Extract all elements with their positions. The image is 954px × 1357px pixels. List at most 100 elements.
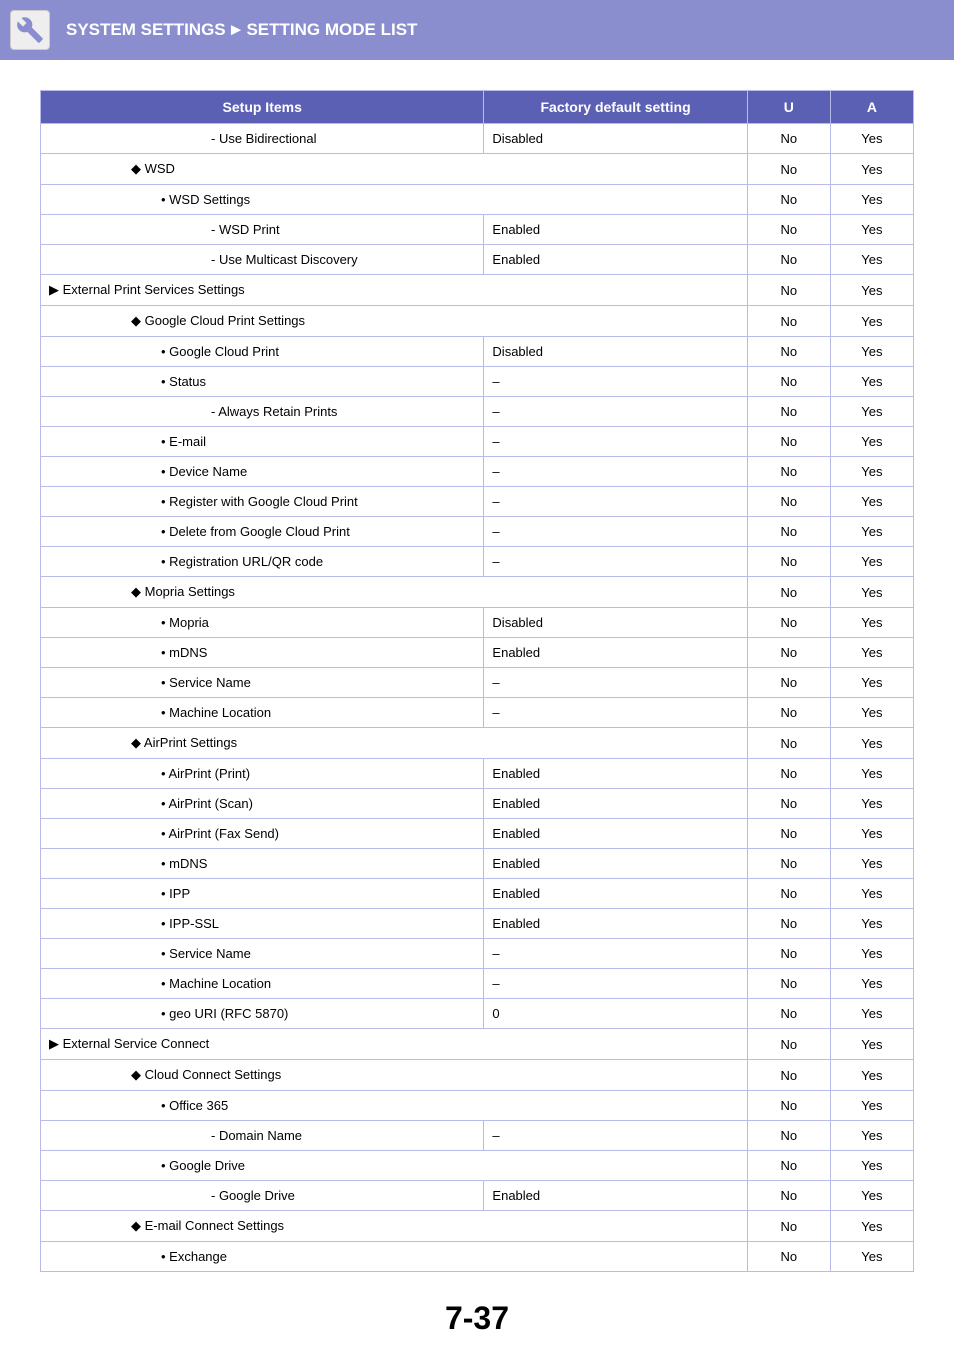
table-row: - Always Retain Prints–NoYes	[41, 397, 914, 427]
title-left: SYSTEM SETTINGS	[66, 20, 226, 39]
content-area: Setup Items Factory default setting U A …	[0, 60, 954, 1272]
setup-item-cell: • E-mail	[41, 427, 484, 457]
a-cell: Yes	[830, 698, 913, 728]
settings-table: Setup Items Factory default setting U A …	[40, 90, 914, 1272]
table-row: • MopriaDisabledNoYes	[41, 608, 914, 638]
table-row: • mDNSEnabledNoYes	[41, 638, 914, 668]
setup-item-cell: • AirPrint (Fax Send)	[41, 819, 484, 849]
page-header: SYSTEM SETTINGS►SETTING MODE LIST	[0, 0, 954, 60]
a-cell: Yes	[830, 367, 913, 397]
setup-item-cell: • Service Name	[41, 939, 484, 969]
u-cell: No	[747, 577, 830, 608]
setup-item-cell: • Machine Location	[41, 698, 484, 728]
table-row: • Registration URL/QR code–NoYes	[41, 547, 914, 577]
setup-item-cell: • AirPrint (Scan)	[41, 789, 484, 819]
table-row: • IPPEnabledNoYes	[41, 879, 914, 909]
u-cell: No	[747, 939, 830, 969]
setup-item-cell: • Device Name	[41, 457, 484, 487]
u-cell: No	[747, 608, 830, 638]
a-cell: Yes	[830, 819, 913, 849]
a-cell: Yes	[830, 728, 913, 759]
a-cell: Yes	[830, 909, 913, 939]
u-cell: No	[747, 517, 830, 547]
default-cell: –	[484, 427, 747, 457]
setup-item-cell: - WSD Print	[41, 215, 484, 245]
default-cell: Disabled	[484, 124, 747, 154]
default-cell: –	[484, 517, 747, 547]
setup-item-cell: - Use Multicast Discovery	[41, 245, 484, 275]
a-cell: Yes	[830, 849, 913, 879]
a-cell: Yes	[830, 124, 913, 154]
setup-item-cell: ▶ External Print Services Settings	[41, 275, 748, 306]
u-cell: No	[747, 245, 830, 275]
u-cell: No	[747, 547, 830, 577]
a-cell: Yes	[830, 759, 913, 789]
u-cell: No	[747, 999, 830, 1029]
default-cell: –	[484, 367, 747, 397]
u-cell: No	[747, 1121, 830, 1151]
u-cell: No	[747, 397, 830, 427]
table-row: • WSD SettingsNoYes	[41, 185, 914, 215]
u-cell: No	[747, 1242, 830, 1272]
setup-item-cell: • Google Cloud Print	[41, 337, 484, 367]
default-cell: –	[484, 547, 747, 577]
a-cell: Yes	[830, 969, 913, 999]
u-cell: No	[747, 457, 830, 487]
u-cell: No	[747, 789, 830, 819]
setup-item-cell: • Exchange	[41, 1242, 748, 1272]
table-row: • ExchangeNoYes	[41, 1242, 914, 1272]
a-cell: Yes	[830, 337, 913, 367]
table-body: - Use BidirectionalDisabledNoYes◆ WSDNoY…	[41, 124, 914, 1272]
a-cell: Yes	[830, 427, 913, 457]
table-row: • AirPrint (Fax Send)EnabledNoYes	[41, 819, 914, 849]
tools-icon	[10, 10, 50, 50]
a-cell: Yes	[830, 1060, 913, 1091]
table-row: • geo URI (RFC 5870)0NoYes	[41, 999, 914, 1029]
u-cell: No	[747, 306, 830, 337]
col-header-u: U	[747, 91, 830, 124]
default-cell: –	[484, 397, 747, 427]
default-cell: Enabled	[484, 819, 747, 849]
table-row: • Service Name–NoYes	[41, 939, 914, 969]
u-cell: No	[747, 427, 830, 457]
setup-item-cell: • mDNS	[41, 849, 484, 879]
table-row: • Register with Google Cloud Print–NoYes	[41, 487, 914, 517]
a-cell: Yes	[830, 215, 913, 245]
default-cell: –	[484, 668, 747, 698]
u-cell: No	[747, 759, 830, 789]
table-row: - WSD PrintEnabledNoYes	[41, 215, 914, 245]
u-cell: No	[747, 1029, 830, 1060]
setup-item-cell: • Delete from Google Cloud Print	[41, 517, 484, 547]
u-cell: No	[747, 215, 830, 245]
setup-item-cell: ◆ Mopria Settings	[41, 577, 748, 608]
a-cell: Yes	[830, 608, 913, 638]
setup-item-cell: • Machine Location	[41, 969, 484, 999]
default-cell: Enabled	[484, 215, 747, 245]
a-cell: Yes	[830, 577, 913, 608]
wrench-screwdriver-icon	[16, 16, 44, 44]
table-row: ◆ Google Cloud Print SettingsNoYes	[41, 306, 914, 337]
a-cell: Yes	[830, 457, 913, 487]
table-row: - Domain Name–NoYes	[41, 1121, 914, 1151]
setup-item-cell: • mDNS	[41, 638, 484, 668]
default-cell: –	[484, 457, 747, 487]
a-cell: Yes	[830, 789, 913, 819]
a-cell: Yes	[830, 275, 913, 306]
table-row: • IPP-SSLEnabledNoYes	[41, 909, 914, 939]
a-cell: Yes	[830, 879, 913, 909]
u-cell: No	[747, 1211, 830, 1242]
u-cell: No	[747, 275, 830, 306]
table-header-row: Setup Items Factory default setting U A	[41, 91, 914, 124]
default-cell: –	[484, 698, 747, 728]
a-cell: Yes	[830, 1242, 913, 1272]
u-cell: No	[747, 1060, 830, 1091]
default-cell: Enabled	[484, 849, 747, 879]
default-cell: Enabled	[484, 638, 747, 668]
a-cell: Yes	[830, 999, 913, 1029]
u-cell: No	[747, 185, 830, 215]
setup-item-cell: • IPP-SSL	[41, 909, 484, 939]
setup-item-cell: • Mopria	[41, 608, 484, 638]
setup-item-cell: • Register with Google Cloud Print	[41, 487, 484, 517]
default-cell: Enabled	[484, 909, 747, 939]
u-cell: No	[747, 849, 830, 879]
